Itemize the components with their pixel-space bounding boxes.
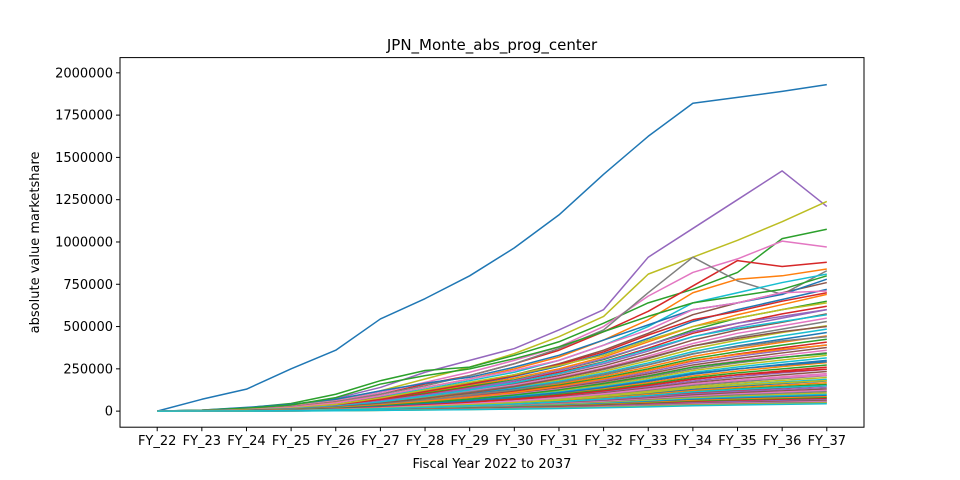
x-tick-label: FY_37 [808,434,846,449]
y-tick-label: 2000000 [55,66,113,81]
series-lines [157,83,828,412]
y-tick-label: 1000000 [55,235,113,250]
series-line-0 [157,83,827,412]
series-line-75 [157,385,827,412]
y-tick-label: 750000 [63,278,113,293]
x-tick-label: FY_28 [406,434,444,449]
x-axis-ticks: FY_22 FY_23 FY_24 FY_25 FY_26 FY_27 FY_28 FY_29… [138,427,846,449]
y-axis-title: absolute value marketshare [28,151,43,333]
y-tick-label: 250000 [63,362,113,377]
x-tick-label: FY_34 [674,434,712,449]
x-tick-label: FY_31 [540,434,578,449]
x-tick-label: FY_30 [495,434,533,449]
x-tick-label: FY_24 [227,434,265,449]
y-axis-ticks: 0 250000 500000 750000 1000000 1250000 1500000… [55,66,120,420]
x-tick-label: FY_29 [450,434,488,449]
x-tick-label: FY_33 [629,434,667,449]
y-tick-label: 500000 [63,320,113,335]
x-axis-title: Fiscal Year 2022 to 2037 [413,457,572,472]
x-tick-label: FY_23 [183,434,221,449]
y-tick-label: 1750000 [55,109,113,124]
x-tick-label: FY_27 [361,434,399,449]
series-line-61 [157,275,828,412]
x-tick-label: FY_26 [317,434,355,449]
y-tick-label: 1500000 [55,151,113,166]
x-tick-label: FY_32 [584,434,622,449]
y-tick-label: 0 [105,405,113,420]
x-tick-label: FY_25 [272,434,310,449]
x-tick-label: FY_22 [138,434,176,449]
chart-title: JPN_Monte_abs_prog_center [386,36,598,55]
x-tick-label: FY_36 [763,434,801,449]
x-tick-label: FY_35 [718,434,756,449]
y-tick-label: 1250000 [55,193,113,208]
